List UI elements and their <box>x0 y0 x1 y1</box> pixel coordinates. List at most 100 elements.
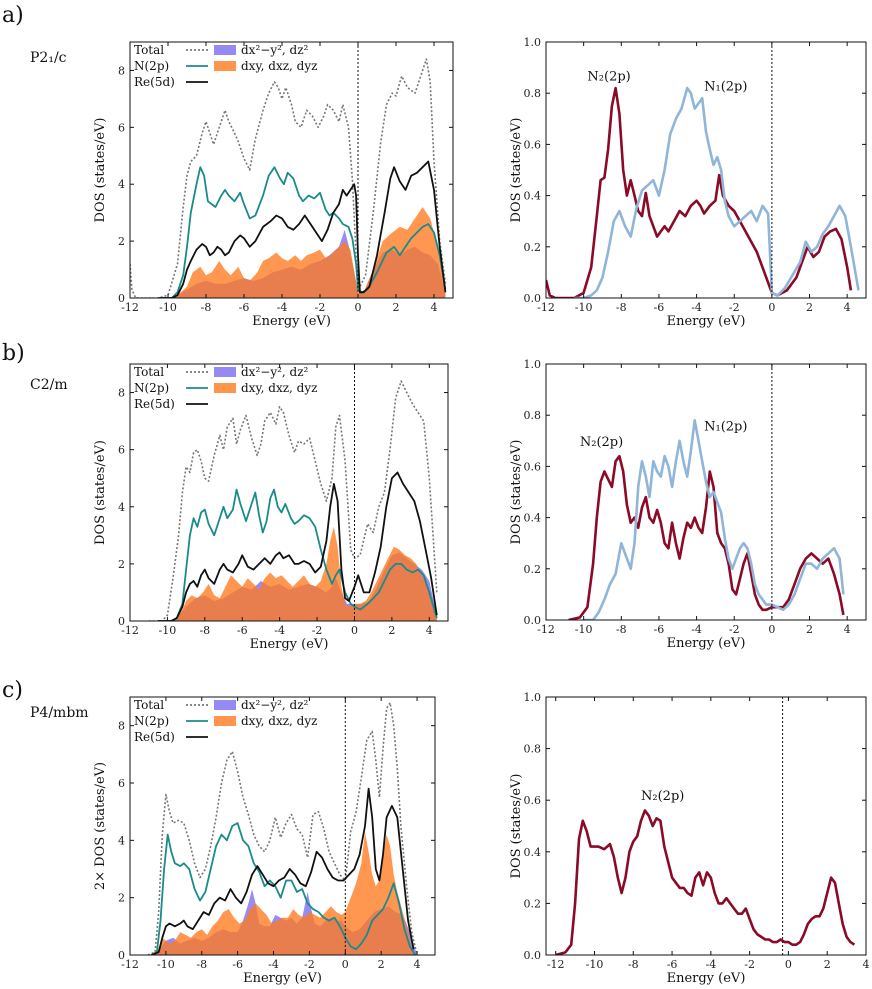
plot-area <box>147 701 418 955</box>
y-axis-label: DOS (states/eV) <box>509 440 524 545</box>
x-tick-label: -12 <box>537 301 555 314</box>
plot-area <box>130 58 447 298</box>
x-tick-label: 0 <box>342 958 349 971</box>
legend-label-re5d: Re(5d) <box>134 75 175 89</box>
plot-area <box>148 380 438 621</box>
y-tick-label: 0.4 <box>524 190 542 203</box>
x-tick-label: 4 <box>431 301 438 314</box>
x-tick-label: -2 <box>729 623 740 636</box>
x-tick-label: -4 <box>277 301 288 314</box>
y-tick-label: 6 <box>118 777 125 790</box>
x-tick-label: -4 <box>705 958 716 971</box>
y-tick-label: 4 <box>118 501 125 514</box>
legend: Total N(2p) Re(5d) dx²−y², dz² dxy, dxz, dyz <box>134 365 317 411</box>
legend-swatch-t2g <box>214 383 236 393</box>
x-tick-label: 4 <box>426 624 433 637</box>
series-line-1 <box>583 419 845 620</box>
x-tick-label: -8 <box>196 958 207 971</box>
plot-area <box>546 86 860 298</box>
x-tick-label: 0 <box>355 301 362 314</box>
legend-swatch-eg <box>214 45 236 55</box>
y-tick-label: 0.8 <box>524 409 542 422</box>
axes-frame <box>129 696 436 956</box>
x-tick-label: 4 <box>414 958 421 971</box>
x-tick-label: -10 <box>159 301 177 314</box>
x-tick-label: 2 <box>378 958 385 971</box>
legend: Total N(2p) Re(5d) dx²−y², dz² dxy, dxz, dyz <box>134 698 317 744</box>
series-annotation: N₂(2p) <box>587 69 630 84</box>
y-tick-label: 2 <box>118 558 125 571</box>
x-tick-label: -4 <box>691 301 702 314</box>
x-axis-label: Energy (eV) <box>252 314 331 329</box>
y-axis-label: 2× DOS (states/eV) <box>93 762 108 890</box>
series-annotation: N₁(2p) <box>704 420 747 435</box>
series-line-1 <box>574 86 860 298</box>
legend-label-t2g: dxy, dxz, dyz <box>241 714 317 728</box>
x-tick-label: -8 <box>199 624 210 637</box>
y-tick-label: 0.6 <box>524 138 542 151</box>
y-tick-label: 0.2 <box>524 241 542 254</box>
phase-label-b: C2/m <box>30 377 68 393</box>
legend-swatch-t2g <box>214 61 236 71</box>
panel-label-c: c) <box>2 678 23 703</box>
x-tick-label: 0 <box>768 301 775 314</box>
plot-area <box>555 809 856 955</box>
y-tick-label: 4 <box>118 834 125 847</box>
axes-frame <box>545 41 867 299</box>
y-tick-label: 0.4 <box>524 512 542 525</box>
y-tick-label: 1.0 <box>524 691 542 704</box>
axes-frame <box>129 363 449 622</box>
x-axis-label: Energy (eV) <box>667 314 746 329</box>
series-line-1 <box>158 488 438 621</box>
series-fill-1 <box>151 831 414 955</box>
y-tick-label: 1.0 <box>524 36 542 49</box>
series-fill-1 <box>158 207 446 298</box>
x-tick-label: -10 <box>575 301 593 314</box>
x-tick-label: 2 <box>393 301 400 314</box>
chart-a-left: -12 -10 -8 -6 -4 -2 0 2 4 0 2 4 6 8 Energy (eV) DOS (st… <box>93 41 454 329</box>
x-tick-label: -4 <box>691 623 702 636</box>
x-tick-label: -2 <box>304 958 315 971</box>
y-tick-label: 4 <box>118 178 125 191</box>
series-line-0 <box>546 86 853 298</box>
x-tick-label: -6 <box>239 301 250 314</box>
x-tick-label: -8 <box>628 958 639 971</box>
series-line-1 <box>151 822 417 955</box>
y-tick-label: 2 <box>118 235 125 248</box>
x-tick-label: -10 <box>586 958 604 971</box>
y-axis-label: DOS (states/eV) <box>509 118 524 223</box>
x-tick-label: -6 <box>237 624 248 637</box>
chart-c-right: -12 -10 -8 -6 -4 -2 0 2 4 0.0 0.2 0.4 0.6 0.8 1.0 Energ… <box>509 691 870 986</box>
x-tick-label: 2 <box>388 624 395 637</box>
y-axis-label: DOS (states/eV) <box>93 118 108 223</box>
y-tick-label: 8 <box>118 720 125 733</box>
series-line-1 <box>158 166 447 298</box>
y-axis-label: DOS (states/eV) <box>93 440 108 545</box>
legend: Total N(2p) Re(5d) dx²−y², dz² dxy, dxz, dyz <box>134 43 317 89</box>
legend-label-eg: dx²−y², dz² <box>241 43 309 57</box>
x-tick-label: -2 <box>729 301 740 314</box>
series-line-0 <box>147 701 418 955</box>
x-tick-label: 0 <box>785 958 792 971</box>
y-tick-label: 0.6 <box>524 460 542 473</box>
plot-area <box>568 419 845 620</box>
panel-label-b: b) <box>2 341 25 366</box>
series-line-0 <box>148 380 438 621</box>
y-tick-label: 0.0 <box>524 292 542 305</box>
y-tick-label: 0 <box>118 949 125 962</box>
legend-label-eg: dx²−y², dz² <box>241 365 309 379</box>
series-annotation: N₂(2p) <box>641 789 684 804</box>
x-tick-label: -8 <box>616 623 627 636</box>
x-axis-label: Energy (eV) <box>250 637 329 652</box>
legend-label-t2g: dxy, dxz, dyz <box>241 59 317 73</box>
y-tick-label: 0 <box>118 615 125 628</box>
legend-label-eg: dx²−y², dz² <box>241 698 309 712</box>
x-axis-label: Energy (eV) <box>243 971 322 986</box>
x-tick-label: 0 <box>351 624 358 637</box>
legend-label-n2p: N(2p) <box>134 714 169 728</box>
x-tick-label: -10 <box>575 623 593 636</box>
chart-a-right: -12 -10 -8 -6 -4 -2 0 2 4 0.0 0.2 0.4 0.6 0.8 1.0 Energ… <box>509 36 867 329</box>
legend-label-total: Total <box>134 698 164 712</box>
y-tick-label: 1.0 <box>524 358 542 371</box>
